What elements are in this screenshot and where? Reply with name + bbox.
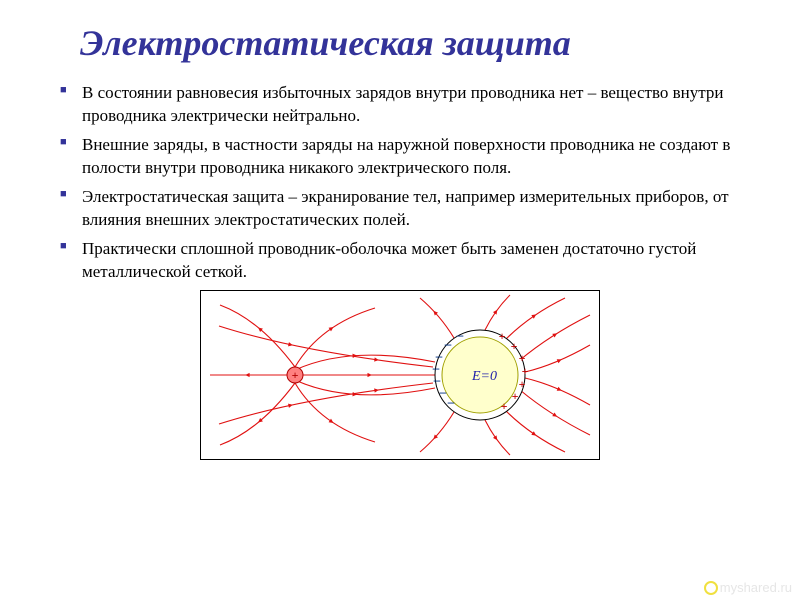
svg-text:+: +	[499, 329, 506, 343]
bullet-item: Внешние заряды, в частности заряды на на…	[60, 134, 750, 180]
svg-text:+: +	[519, 377, 526, 391]
svg-text:+: +	[501, 399, 508, 413]
field-lines-diagram: E=0–––––––++++++++	[200, 290, 600, 460]
watermark-text: myshared.ru	[720, 580, 792, 595]
watermark-icon	[704, 581, 718, 595]
diagram-container: E=0–––––––++++++++	[50, 290, 750, 465]
slide-title: Электростатическая защита	[80, 22, 750, 64]
svg-text:+: +	[522, 364, 529, 378]
svg-text:–: –	[444, 336, 452, 351]
svg-text:+: +	[519, 351, 526, 365]
svg-text:–: –	[439, 384, 447, 399]
slide-container: Электростатическая защита В состоянии ра…	[0, 0, 800, 485]
bullet-list: В состоянии равновесия избыточных зарядо…	[50, 82, 750, 284]
svg-text:–: –	[447, 394, 455, 409]
svg-text:+: +	[512, 389, 519, 403]
svg-text:E=0: E=0	[471, 369, 497, 384]
watermark: myshared.ru	[704, 580, 792, 596]
svg-text:+: +	[292, 368, 299, 382]
bullet-item: В состоянии равновесия избыточных зарядо…	[60, 82, 750, 128]
bullet-item: Электростатическая защита – экранировани…	[60, 186, 750, 232]
bullet-item: Практически сплошной проводник-оболочка …	[60, 238, 750, 284]
svg-text:–: –	[456, 327, 464, 342]
svg-text:+: +	[511, 339, 518, 353]
